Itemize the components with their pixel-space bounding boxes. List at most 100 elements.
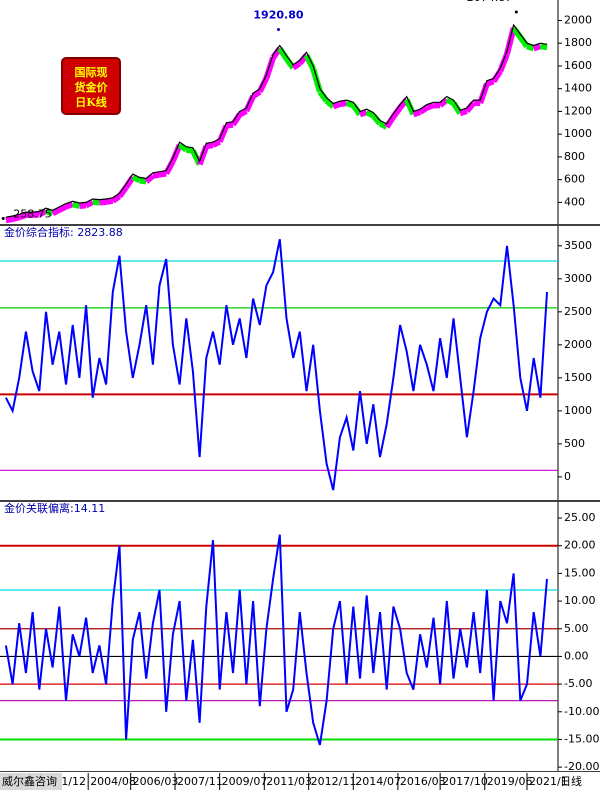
trend-band [425,102,435,111]
trend-band [5,216,14,224]
trend-band [539,43,548,51]
x-tick-label: 2012/11 [311,775,357,788]
trend-band [511,26,523,39]
trend-band [117,185,129,199]
trend-band [225,121,234,129]
trend-band [92,198,100,206]
trend-band [257,76,270,94]
trend-band [526,43,535,52]
trend-band [445,96,455,106]
trend-band [123,175,136,189]
trend-band [339,100,348,108]
x-tick-label: 2004/08 [90,775,136,788]
trend-band [105,197,114,205]
trend-band [464,101,476,113]
y-tick-label: 5.00 [564,622,589,635]
y-tick-label: 1200 [564,104,592,117]
trend-band [84,199,95,209]
trend-band [99,198,107,206]
trend-band [517,35,530,48]
trend-band [404,98,417,116]
trend-band [196,145,210,166]
y-tick-label: 0 [564,470,571,483]
trend-band [32,211,40,219]
trend-band [243,95,256,113]
annotation-point [276,27,280,31]
trend-band [378,120,389,130]
footer-text: 威尔鑫咨询 [2,774,57,788]
trend-band [159,170,167,178]
trend-band [138,177,147,185]
x-tick-label: 2021/1 [529,775,568,788]
trend-band [238,108,248,118]
trend-band [44,208,54,217]
trend-band [230,112,243,127]
trend-band [163,159,176,175]
trend-band [310,68,323,93]
y-tick-label: 400 [564,195,585,208]
panel-title: 金价关联偏离:14.11 [4,501,105,515]
y-tick-label: 2500 [564,305,592,318]
trend-band [37,208,48,218]
y-tick-label: 2000 [564,338,592,351]
annotation-point [514,10,518,14]
trend-band [317,89,329,103]
trend-band [51,207,61,217]
trend-band [111,193,122,204]
x-tick-label: 1/12 [61,775,86,788]
trend-band [303,53,316,71]
y-tick-label: 1800 [564,36,592,49]
y-tick-label: 1000 [564,127,592,140]
panel-title: 金价综合指标: 2823.88 [4,225,123,239]
series-line [4,534,548,746]
y-tick-label: -15.00 [564,732,599,745]
annotation-label: 1920.80 [253,8,303,21]
trend-band [57,203,68,213]
y-tick-label: 3500 [564,239,592,252]
trend-band [71,201,81,209]
trend-band [291,60,302,71]
trend-band [263,56,276,79]
trend-band [384,115,396,129]
annotation-point [1,216,5,220]
trend-band [284,56,296,70]
y-tick-label: 2000 [564,13,592,26]
trend-band [532,43,542,52]
trend-band [459,108,468,117]
logo-text: 国际现 [75,65,108,79]
trend-band [332,101,341,110]
trend-band [497,53,510,73]
trend-band [152,171,161,179]
trend-band [211,139,222,148]
trend-band [11,214,20,222]
y-tick-label: -20.00 [564,760,599,773]
trend-band [365,109,375,119]
y-tick-label: 800 [564,150,585,163]
y-tick-label: 25.00 [564,511,596,524]
y-tick-label: -5.00 [564,677,592,690]
trend-band [485,78,495,87]
trend-band [324,98,336,109]
y-tick-label: 1000 [564,404,592,417]
x-tick-label: 2019/06 [487,775,533,788]
y-tick-label: 1600 [564,59,592,72]
y-tick-label: 20.00 [564,539,596,552]
logo-text: 货金价 [74,80,109,94]
trend-band [359,109,368,118]
trend-band [185,146,194,154]
y-tick-label: 0.00 [564,649,589,662]
x-tick-label: 2009/07 [222,775,268,788]
trend-band [144,173,155,184]
y-tick-label: -10.00 [564,705,599,718]
period-label: 日线 [560,774,582,788]
trend-band [350,103,363,117]
series-line [5,239,548,491]
series-line [5,23,548,218]
y-tick-label: 15.00 [564,566,596,579]
logo-box [61,57,121,115]
footer-box [0,773,62,790]
trend-band [65,201,74,210]
x-tick-label: 2016/03 [400,775,446,788]
y-tick-label: 3000 [564,272,592,285]
